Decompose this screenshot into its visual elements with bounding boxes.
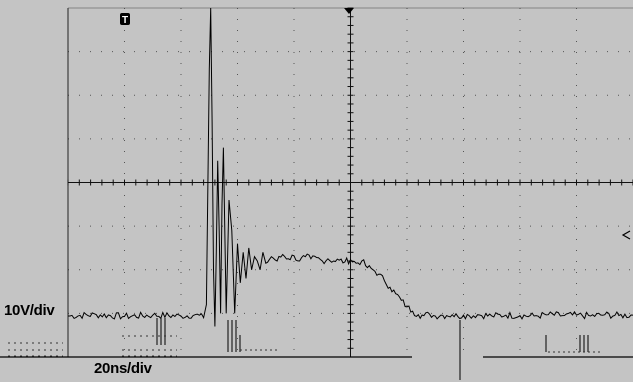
vertical-scale-label: 10V/div <box>4 302 55 319</box>
waveform <box>68 7 633 327</box>
trigger-marker: T <box>120 13 130 26</box>
status-bar-artifacts <box>0 318 633 380</box>
waveform-trace <box>68 7 633 327</box>
trigger-marker-label: T <box>122 15 128 26</box>
horizontal-scale-label: 20ns/div <box>94 360 152 377</box>
ground-level-marker <box>621 230 631 240</box>
trigger-marker-box <box>120 13 130 25</box>
horizontal-position-marker <box>344 8 354 14</box>
